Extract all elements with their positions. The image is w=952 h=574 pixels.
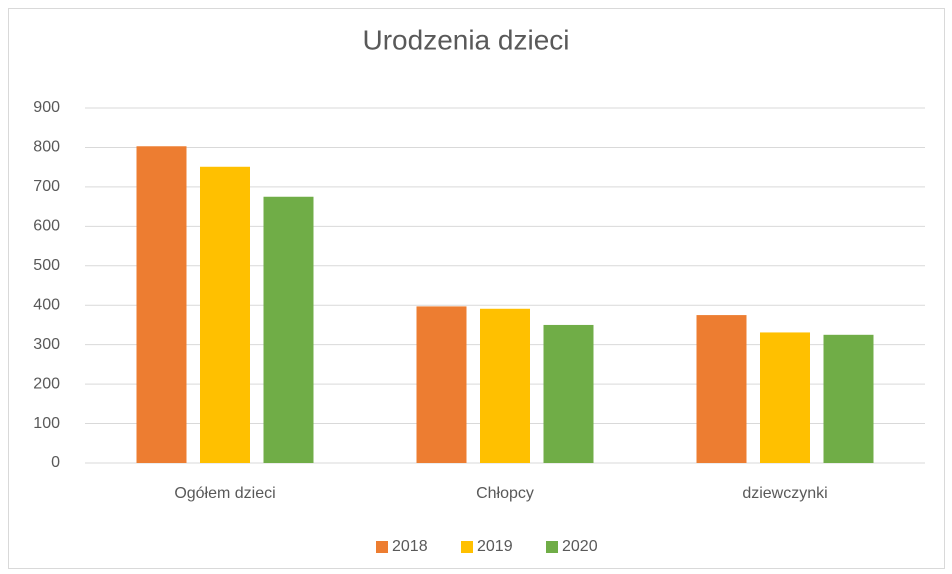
x-tick-label: dziewczynki (742, 485, 827, 502)
y-tick-label: 200 (33, 375, 60, 392)
legend-label: 2019 (477, 538, 513, 555)
bar (416, 306, 467, 463)
y-tick-label: 600 (33, 218, 60, 235)
bar (823, 334, 874, 463)
bar (136, 146, 187, 463)
bar (760, 332, 810, 463)
legend-swatch (546, 541, 558, 553)
y-tick-label: 0 (51, 454, 60, 471)
bar (200, 166, 250, 463)
y-tick-label: 800 (33, 139, 60, 156)
y-tick-label: 500 (33, 257, 60, 274)
x-tick-label: Chłopcy (476, 485, 534, 502)
legend-label: 2020 (562, 538, 598, 555)
y-tick-label: 400 (33, 296, 60, 313)
chart-title: Urodzenia dzieci (363, 24, 570, 55)
bar (480, 308, 530, 463)
bar (696, 315, 747, 463)
y-tick-label: 100 (33, 415, 60, 432)
y-tick-label: 300 (33, 336, 60, 353)
bar (543, 324, 594, 463)
legend-swatch (461, 541, 473, 553)
y-tick-label: 700 (33, 178, 60, 195)
y-tick-label: 900 (33, 99, 60, 116)
bar (263, 196, 314, 463)
legend-swatch (376, 541, 388, 553)
legend-label: 2018 (392, 538, 428, 555)
x-tick-label: Ogółem dzieci (174, 485, 275, 502)
